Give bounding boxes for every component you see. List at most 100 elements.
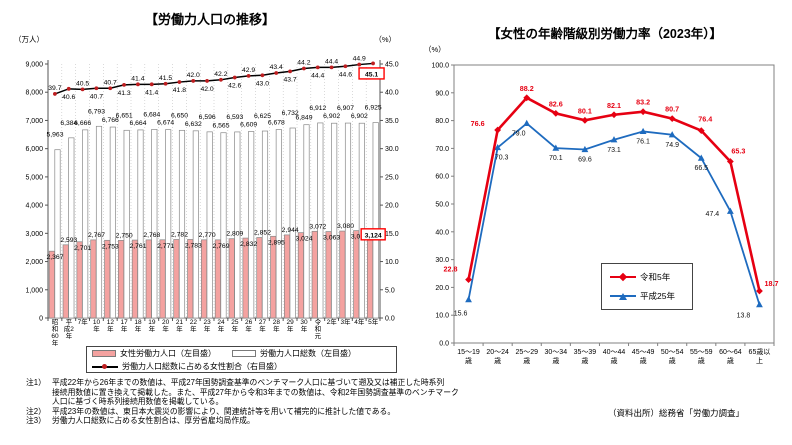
svg-text:15〜19歳: 15〜19 歳	[457, 349, 480, 365]
svg-text:42.0: 42.0	[200, 86, 213, 93]
heisei25-line-swatch-icon	[610, 292, 636, 301]
svg-text:41.4: 41.4	[131, 75, 144, 82]
female-bar	[187, 239, 194, 319]
svg-text:47.4: 47.4	[706, 211, 720, 218]
svg-text:45〜49歳: 45〜49 歳	[632, 349, 655, 365]
svg-text:80.7: 80.7	[665, 105, 679, 114]
svg-text:19年: 19 年	[148, 319, 156, 333]
total-bar-swatch-icon	[232, 350, 256, 357]
female-bar	[367, 229, 374, 319]
svg-text:25.0: 25.0	[385, 174, 399, 181]
reiwa5-value-labels: 22.8 76.6 88.2 82.6 80.1 82.1 83.2 80.7 76.4 65.3…	[444, 84, 779, 288]
svg-text:1,000: 1,000	[25, 287, 43, 294]
female-lfpr-by-age-chart: （%） 0.0 10.0 20.0 30.0 40.0 50.0 60.0 70.0 80.0 90…	[424, 45, 779, 365]
female-bar	[297, 232, 304, 319]
legend-item-reiwa5: 令和5年	[610, 271, 692, 283]
svg-text:2,832: 2,832	[240, 241, 257, 248]
right-chart-title: 【女性の年齢階級別労働力率（2023年）】	[487, 27, 723, 41]
svg-text:3,124: 3,124	[365, 232, 382, 239]
footnotes: 注1） 平成22年から26年までの数値は、平成27年国勢調査基準のベンチマーク人…	[26, 378, 476, 426]
svg-text:27年: 27 年	[259, 319, 267, 333]
footnote-2-text: 平成23年の数値は、東日本大震災の影響により、関連統計等を用いて補完的に推計した…	[52, 406, 396, 416]
svg-text:2,367: 2,367	[46, 254, 63, 261]
legend-item-female-bar: 女性労働力人口（左目盛）	[92, 347, 216, 360]
total-bar	[54, 149, 61, 319]
svg-text:44.4: 44.4	[325, 58, 338, 65]
svg-text:22年: 22 年	[190, 319, 198, 333]
svg-text:43.0: 43.0	[256, 80, 269, 87]
footnote-3-text: 労働力人口総数に占める女性割合は、厚労省雇均局作成。	[52, 416, 255, 426]
svg-text:7年: 7年	[78, 317, 89, 326]
female-bar	[214, 239, 221, 319]
female-bar	[228, 238, 235, 319]
labor-force-trend-chart: （万人） （%） 0 1,000 2,000 3,000 4,000 5,000 6,000 7,…	[14, 35, 399, 347]
svg-text:29年: 29 年	[287, 319, 295, 333]
svg-text:30〜34歳: 30〜34 歳	[545, 349, 568, 365]
svg-text:6,912: 6,912	[309, 105, 326, 112]
total-bar	[206, 131, 213, 319]
vertical-gridlines	[61, 64, 367, 318]
svg-text:令和元: 令和元	[315, 317, 322, 340]
svg-text:35〜39歳: 35〜39 歳	[574, 349, 597, 365]
svg-text:73.1: 73.1	[607, 147, 621, 154]
svg-text:10年: 10 年	[93, 319, 101, 333]
svg-text:44.2: 44.2	[297, 60, 310, 67]
right-chart-legend: 令和5年 平成25年	[601, 263, 693, 310]
svg-text:88.2: 88.2	[520, 84, 534, 93]
female-bar	[118, 240, 125, 319]
svg-text:26年: 26 年	[245, 319, 253, 333]
svg-text:74.9: 74.9	[665, 142, 679, 149]
svg-text:6,678: 6,678	[268, 120, 285, 127]
female-share-markers	[53, 61, 375, 96]
svg-text:（万人）: （万人）	[14, 35, 44, 44]
female-bar-swatch-icon	[92, 350, 116, 357]
svg-text:6,565: 6,565	[212, 123, 229, 130]
svg-text:2,701: 2,701	[74, 245, 91, 252]
female-bar	[325, 231, 332, 319]
svg-text:42.0: 42.0	[187, 72, 200, 79]
svg-text:6,902: 6,902	[323, 113, 340, 120]
female-bar	[76, 241, 83, 319]
female-bar	[242, 237, 249, 319]
svg-text:42.9: 42.9	[242, 67, 255, 74]
svg-text:2,769: 2,769	[212, 243, 229, 250]
footnote-1-label: 注1）	[26, 378, 46, 387]
footnote-1: 注1） 平成22年から26年までの数値は、平成27年国勢調査基準のベンチマーク人…	[26, 378, 476, 407]
total-bar	[192, 130, 199, 319]
svg-text:76.1: 76.1	[636, 138, 650, 145]
svg-text:69.6: 69.6	[578, 157, 592, 164]
svg-text:20年: 20 年	[162, 319, 170, 333]
svg-text:18年: 18 年	[134, 319, 142, 333]
svg-text:23年: 23 年	[204, 319, 212, 333]
svg-text:5,963: 5,963	[46, 132, 63, 139]
svg-text:2,852: 2,852	[254, 230, 271, 237]
svg-text:2,771: 2,771	[157, 243, 174, 250]
svg-text:83.2: 83.2	[636, 98, 650, 107]
legend-label-female: 女性労働力人口（左目盛）	[120, 349, 216, 358]
female-bar	[284, 234, 291, 319]
svg-text:35.0: 35.0	[385, 118, 399, 125]
svg-text:2,768: 2,768	[143, 232, 160, 239]
female-bar	[339, 230, 346, 319]
svg-text:25年: 25 年	[231, 319, 239, 333]
legend-item-ratio-line: 労働力人口総数に占める女性割合（右目盛）	[92, 360, 282, 373]
svg-text:100.0: 100.0	[431, 63, 449, 70]
svg-text:80.1: 80.1	[578, 106, 592, 115]
svg-text:22.8: 22.8	[444, 265, 458, 274]
svg-text:42.2: 42.2	[214, 71, 227, 78]
svg-text:39.7: 39.7	[48, 85, 61, 92]
svg-text:6,766: 6,766	[102, 117, 119, 124]
svg-text:20.0: 20.0	[385, 203, 399, 210]
svg-text:6,593: 6,593	[226, 114, 243, 121]
total-bar	[123, 129, 130, 319]
legend-label-total: 労働力人口総数（左目盛）	[260, 349, 356, 358]
svg-text:9,000: 9,000	[25, 62, 43, 69]
svg-text:45.1: 45.1	[365, 71, 378, 78]
svg-text:6,625: 6,625	[254, 113, 271, 120]
svg-text:0.0: 0.0	[385, 316, 395, 323]
svg-text:70.1: 70.1	[549, 155, 563, 162]
highlight-box-share	[358, 67, 385, 80]
